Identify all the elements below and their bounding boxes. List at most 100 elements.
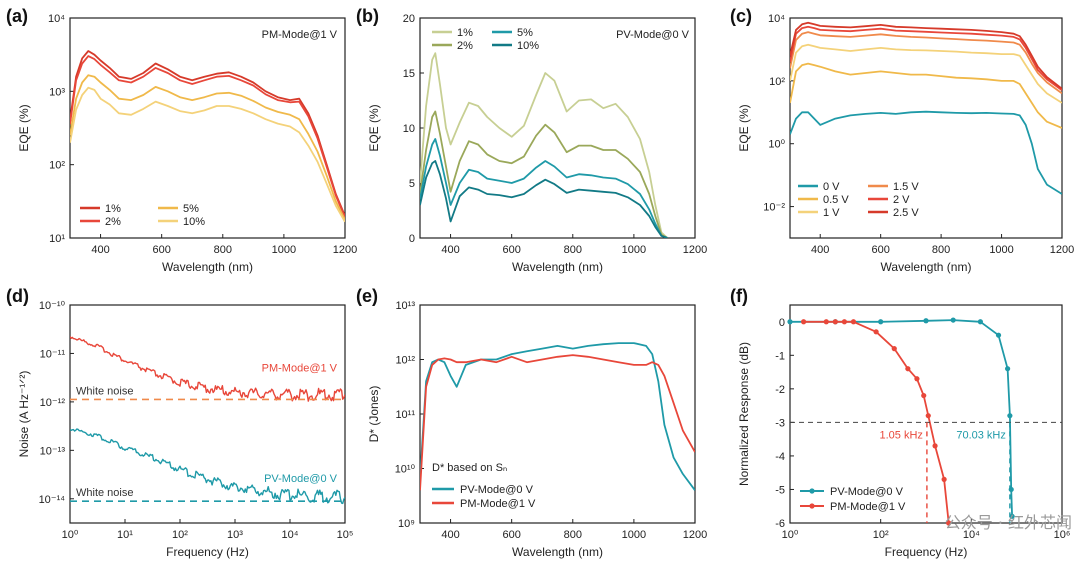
y-tick-label: 10 — [403, 123, 415, 135]
legend-label: 2% — [105, 216, 121, 228]
watermark-text: 公众号 · 红外芯闻 — [945, 513, 1072, 532]
x-tick-label: 10⁴ — [963, 529, 980, 541]
x-tick-label: 10⁰ — [62, 529, 79, 541]
series-line-1-v — [790, 43, 1062, 104]
x-axis-label: Wavelength (nm) — [512, 260, 603, 274]
detectivity-caption: D* based on Sₙ — [432, 462, 507, 474]
legend-label: 0 V — [823, 181, 840, 193]
series-line-10- — [70, 86, 345, 223]
y-tick-label: -1 — [775, 350, 785, 362]
data-point — [914, 376, 920, 382]
x-tick-label: 400 — [441, 244, 459, 256]
panel-f: (f) 10⁰ 10² 10⁴ 10⁶ 0 -1 -2 -3 -4 -5 -6 Frequency (H… — [730, 286, 1070, 559]
y-tick-label: -6 — [775, 518, 785, 530]
data-point — [891, 346, 897, 352]
legend-marker — [809, 488, 815, 494]
series-line-0-5-v — [790, 62, 1062, 129]
series-line-pm-mode-1-v — [420, 354, 695, 491]
x-tick-label: 800 — [932, 244, 950, 256]
x-tick-label: 400 — [441, 529, 459, 541]
panel-a: (a) 400 600 800 1000 1200 10¹ 10² 10³ 10⁴ Waveleng… — [6, 6, 357, 274]
data-point — [787, 319, 793, 325]
legend-label: 2 V — [893, 194, 910, 206]
x-axis-label: Wavelength (nm) — [162, 260, 253, 274]
y-tick-label: 10² — [49, 160, 65, 172]
y-tick-label: 10¹² — [395, 355, 415, 367]
y-tick-label: 10¹ — [49, 233, 65, 245]
data-point — [905, 366, 911, 372]
panel-title: PM-Mode@1 V — [262, 29, 338, 41]
data-point — [823, 319, 829, 325]
data-point — [941, 476, 947, 482]
y-tick-label: 10¹³ — [395, 300, 415, 312]
cutoff-label: 70.03 kHz — [956, 429, 1006, 441]
series-line-pm-mode-1-v — [70, 336, 345, 402]
series-line-2-v — [790, 25, 1062, 92]
x-tick-label: 1200 — [333, 244, 357, 256]
panel-e: (e) 400 600 800 1000 1200 10⁹ 10¹⁰ 10¹¹ 10¹² 10¹³ W… — [356, 286, 707, 559]
x-axis-label: Frequency (Hz) — [166, 545, 249, 559]
plot-frame — [69, 17, 346, 239]
data-point — [1009, 513, 1015, 519]
y-axis-label: Noise (A Hz⁻¹ᐟ²) — [17, 371, 31, 458]
y-axis-label: Normalized Response (dB) — [737, 342, 751, 486]
y-tick-label: -2 — [775, 384, 785, 396]
x-tick-label: 10² — [172, 529, 188, 541]
legend-label: PV-Mode@0 V — [830, 486, 904, 498]
panel-label: (f) — [730, 286, 748, 306]
x-tick-label: 10⁶ — [1054, 529, 1071, 541]
x-axis-label: Frequency (Hz) — [885, 545, 968, 559]
legend-label: 1 V — [823, 207, 840, 219]
data-point — [977, 319, 984, 325]
data-point — [946, 520, 952, 526]
x-axis-label: Wavelength (nm) — [881, 260, 972, 274]
series-line-2-5-v — [790, 21, 1062, 90]
annotation-pv-mode: PV-Mode@0 V — [264, 473, 338, 485]
data-point — [925, 413, 931, 419]
series-line-pv-mode-0-v — [420, 342, 695, 491]
y-tick-label: 10⁴ — [768, 13, 785, 25]
x-tick-label: 1000 — [989, 244, 1013, 256]
series-line-2- — [70, 55, 345, 218]
legend-label: 2.5 V — [893, 207, 919, 219]
series-line-pv-mode-0-v — [70, 428, 345, 505]
data-point — [932, 443, 938, 449]
y-tick-label: 10⁹ — [398, 518, 415, 530]
panel-d: (d) 10⁰ 10¹ 10² 10³ 10⁴ 10⁵ 10⁻¹⁴ 10⁻¹³ 10⁻¹² 10⁻¹… — [6, 286, 353, 559]
data-point — [1007, 413, 1013, 419]
data-point — [923, 318, 929, 324]
series-line-10- — [420, 160, 668, 238]
x-tick-label: 10¹ — [117, 529, 133, 541]
data-point — [878, 319, 884, 325]
series-line-2- — [420, 110, 668, 238]
legend-label: 0.5 V — [823, 194, 849, 206]
x-tick-label: 10⁴ — [282, 529, 299, 541]
y-axis-label: EQE (%) — [737, 104, 751, 151]
data-point — [995, 332, 1002, 338]
y-tick-label: 10⁻¹² — [40, 397, 66, 409]
y-tick-label: -5 — [775, 484, 785, 496]
x-tick-label: 600 — [871, 244, 889, 256]
x-tick-label: 10² — [873, 529, 889, 541]
x-tick-label: 400 — [811, 244, 829, 256]
y-tick-label: 0 — [409, 233, 415, 245]
series-line-5- — [420, 138, 668, 238]
x-tick-label: 10⁰ — [782, 529, 799, 541]
data-point — [873, 329, 879, 335]
x-tick-label: 10⁵ — [337, 529, 354, 541]
plot-frame — [69, 304, 346, 524]
cutoff-label: 1.05 kHz — [879, 429, 922, 441]
panel-label: (b) — [356, 6, 379, 26]
panel-title: PV-Mode@0 V — [616, 29, 690, 41]
y-tick-label: 10⁻¹⁴ — [39, 494, 66, 506]
y-tick-label: -3 — [775, 417, 785, 429]
series-line-0-v — [790, 110, 1062, 195]
x-tick-label: 600 — [502, 244, 520, 256]
y-axis-label: EQE (%) — [367, 104, 381, 151]
panel-b: (b) 400 600 800 1000 1200 0 5 10 15 20 Wavelength (… — [356, 6, 707, 274]
y-tick-label: 10³ — [49, 86, 65, 98]
legend-label: 10% — [183, 216, 205, 228]
legend-label: PM-Mode@1 V — [460, 498, 536, 510]
data-point — [950, 317, 956, 323]
